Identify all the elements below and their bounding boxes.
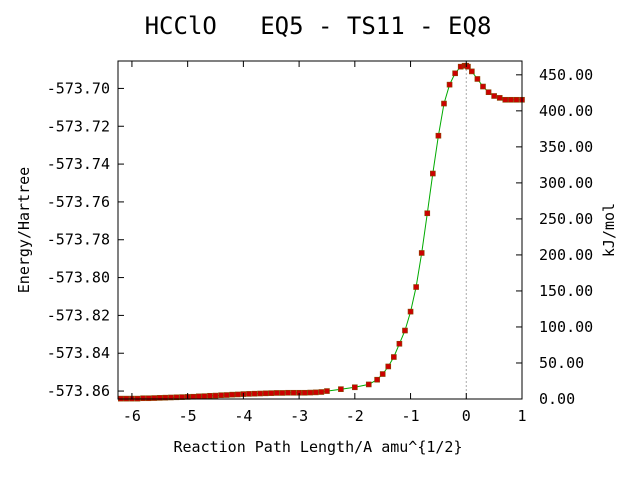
data-point xyxy=(156,395,163,401)
y2-axis-label: kJ/mol xyxy=(600,203,618,257)
chart-title: HCClO EQ5 - TS11 - EQ8 xyxy=(145,12,492,40)
x-axis-label: Reaction Path Length/A amu^{1/2} xyxy=(174,438,463,456)
y-tick-label: -573.84 xyxy=(47,344,110,362)
x-tick-label: -5 xyxy=(179,407,197,425)
data-point xyxy=(374,376,380,383)
data-point xyxy=(179,394,185,400)
data-point xyxy=(190,393,197,400)
axes: -6 -5 -4 -3 -2 -1 0 1 -573.70 -573.72 -573.74 -573.… xyxy=(47,60,593,425)
data-point xyxy=(435,132,442,139)
x-tick-label: -6 xyxy=(123,407,141,425)
data-point xyxy=(235,391,241,398)
y-tick-label: -573.74 xyxy=(47,155,110,173)
data-point xyxy=(379,371,386,377)
data-point xyxy=(246,391,252,397)
y-tick-label: -573.72 xyxy=(47,117,110,135)
x-tick-label: -3 xyxy=(290,407,308,425)
data-point xyxy=(391,354,397,360)
plot-frame xyxy=(117,60,523,400)
data-point xyxy=(196,393,202,400)
x-tick-label: -2 xyxy=(346,407,364,425)
data-point xyxy=(318,389,325,395)
y2-tick-label: 250.00 xyxy=(539,210,593,228)
data-point xyxy=(207,392,213,399)
data-point xyxy=(251,390,258,397)
y2-tick-label: 100.00 xyxy=(539,318,593,336)
data-point xyxy=(508,96,514,103)
y2-tick-label: 450.00 xyxy=(539,66,593,84)
y2-tick-label: 300.00 xyxy=(539,174,593,192)
y2-tick-label: 400.00 xyxy=(539,102,593,120)
data-point xyxy=(385,363,392,370)
y-tick-label: -573.80 xyxy=(47,269,110,287)
data-point xyxy=(452,70,458,77)
data-point xyxy=(285,389,291,396)
y2-tick-label: 0.00 xyxy=(539,390,575,408)
data-point xyxy=(418,250,425,256)
data-point xyxy=(140,395,146,402)
data-point xyxy=(496,95,503,101)
plot-area xyxy=(117,61,525,402)
data-point xyxy=(474,76,481,82)
data-point xyxy=(262,390,269,397)
data-point xyxy=(502,96,509,103)
data-point xyxy=(485,89,492,96)
data-point xyxy=(480,83,486,90)
y2-tick-label: 50.00 xyxy=(539,354,584,372)
data-point xyxy=(407,308,414,315)
data-point xyxy=(446,81,453,88)
data-point xyxy=(257,390,263,397)
data-point xyxy=(313,389,319,396)
data-point xyxy=(307,389,314,396)
data-point xyxy=(162,394,169,401)
y-axis-label: Energy/Hartree xyxy=(15,167,33,293)
data-point xyxy=(151,395,158,401)
data-point xyxy=(201,393,208,399)
data-point xyxy=(469,68,475,75)
y-tick-label: -573.70 xyxy=(47,79,110,97)
data-point xyxy=(279,390,286,396)
data-point xyxy=(338,386,344,392)
y-tick-label: -573.82 xyxy=(47,306,110,324)
y-tick-label: -573.78 xyxy=(47,231,110,249)
data-point xyxy=(513,96,520,103)
data-point xyxy=(424,210,431,217)
x-tick-label: 0 xyxy=(462,407,471,425)
data-point xyxy=(352,384,358,391)
data-point xyxy=(491,93,497,99)
data-point xyxy=(324,388,330,394)
data-point xyxy=(413,284,419,290)
y-tick-label: -573.86 xyxy=(47,382,110,400)
y2-tick-label: 200.00 xyxy=(539,246,593,264)
data-point xyxy=(218,392,224,399)
data-point xyxy=(274,390,280,396)
data-point xyxy=(365,381,372,388)
data-point xyxy=(168,394,174,401)
data-point xyxy=(223,392,230,398)
data-point xyxy=(402,327,408,334)
data-point xyxy=(229,391,236,398)
x-tick-label: -4 xyxy=(234,407,252,425)
x-tick-label: 1 xyxy=(517,407,526,425)
data-point xyxy=(145,395,152,402)
data-point xyxy=(465,63,471,70)
data-point xyxy=(268,390,275,396)
data-point xyxy=(430,170,436,177)
x-tick-label: -1 xyxy=(402,407,420,425)
y-tick-label: -573.76 xyxy=(47,193,110,211)
data-point xyxy=(290,389,297,396)
y2-tick-label: 350.00 xyxy=(539,138,593,156)
data-point xyxy=(441,100,447,107)
data-point xyxy=(173,394,180,401)
y2-tick-label: 150.00 xyxy=(539,282,593,300)
data-point xyxy=(301,389,308,396)
data-point xyxy=(212,392,219,399)
data-point xyxy=(396,340,403,347)
energy-curve xyxy=(120,65,522,400)
